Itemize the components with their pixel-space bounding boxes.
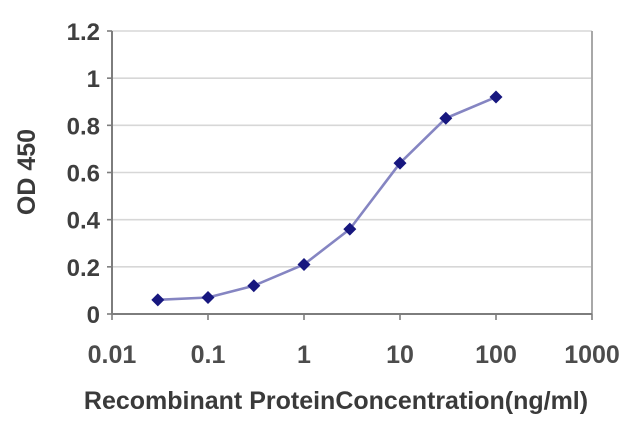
- y-axis-tick-label: 0.2: [67, 255, 100, 282]
- data-point-marker: [343, 222, 357, 236]
- data-point-marker: [297, 257, 311, 271]
- data-point-marker: [247, 279, 261, 293]
- y-axis-tick-label: 1.2: [67, 19, 100, 46]
- y-axis-title: OD 450: [13, 129, 41, 215]
- y-axis-tick-label: 0.6: [67, 161, 100, 188]
- y-axis-tick-label: 0: [87, 302, 100, 329]
- data-point-marker: [439, 111, 453, 125]
- y-axis-tick-label: 1: [87, 66, 100, 93]
- x-axis-tick-label: 1: [297, 341, 311, 369]
- plot-area: 0 0.2 0.4 0.6 0.8 1 1.2 0.01 0.1 1 10 100 1000: [67, 19, 620, 369]
- x-axis-tick-label: 0.01: [88, 341, 137, 369]
- y-axis-tick-label: 0.8: [67, 113, 100, 140]
- data-point-marker: [151, 293, 165, 307]
- x-axis-title: Recombinant ProteinConcentration(ng/ml): [84, 387, 588, 415]
- x-axis-tick-label: 10: [386, 341, 414, 369]
- series-line: [156, 95, 498, 302]
- data-point-marker: [201, 290, 215, 304]
- x-axis-tick-label: 100: [475, 341, 517, 369]
- x-axis-tick-label: 1000: [564, 341, 620, 369]
- y-axis-tick-label: 0.4: [67, 208, 101, 235]
- x-axis-tick-label: 0.1: [191, 341, 226, 369]
- data-point-marker: [489, 90, 503, 104]
- data-point-marker: [393, 156, 407, 170]
